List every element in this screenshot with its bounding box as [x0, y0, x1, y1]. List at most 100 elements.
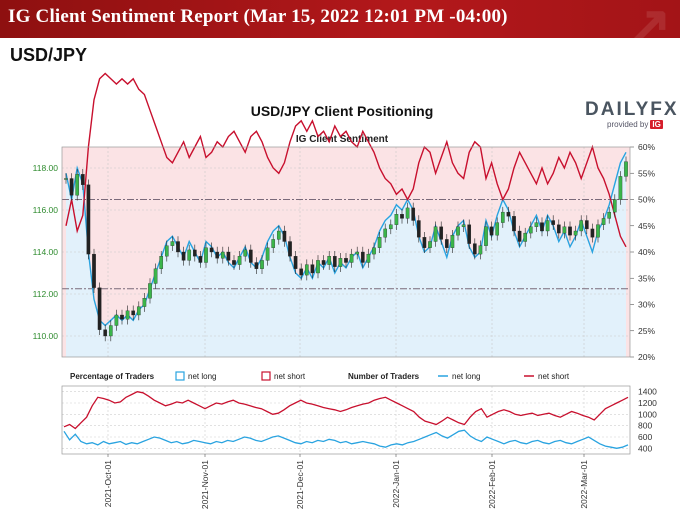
legend-pct-short-label: net short: [274, 372, 306, 381]
y-right-tick-label: 30%: [638, 300, 655, 310]
candle-body: [310, 264, 315, 274]
legend-pct-long-swatch: [175, 371, 185, 381]
candle-body: [338, 258, 343, 267]
candle-body: [198, 256, 203, 263]
candle-body: [108, 325, 113, 337]
candle-body: [506, 211, 511, 217]
candle-body: [321, 260, 326, 265]
candle-body: [618, 176, 623, 200]
net-long-area: [66, 152, 626, 357]
net-short-pct-line: [65, 72, 627, 248]
candle-body: [433, 226, 438, 242]
candle-body: [512, 216, 516, 232]
chart-title: USD/JPY Client Positioning: [251, 103, 434, 119]
candle-body: [136, 306, 141, 316]
candle-body: [114, 314, 119, 326]
logo-brand-a: DAILY: [585, 99, 651, 120]
lower-plot-frame: [61, 385, 631, 455]
candle-body: [383, 228, 388, 238]
candle-body: [181, 251, 186, 261]
candle-body: [601, 218, 606, 225]
candle-body: [103, 329, 108, 337]
y-right-tick-label: 60%: [638, 142, 655, 152]
candle-body: [64, 178, 68, 180]
logo-ig-badge: IG: [650, 120, 663, 129]
candle-body: [461, 224, 466, 227]
candle-body: [176, 241, 180, 253]
candle-body: [254, 262, 259, 269]
candle-body: [80, 174, 85, 185]
candle-body: [478, 245, 483, 255]
candle-body: [528, 226, 533, 234]
x-tick-label: 2022-Feb-01: [487, 460, 497, 509]
candle-body: [467, 224, 472, 244]
candle-body: [405, 207, 410, 219]
candle-body: [349, 253, 354, 263]
pair-title: USD/JPY: [10, 45, 88, 65]
candle-body: [69, 178, 74, 196]
candle-body: [187, 249, 192, 261]
candle-body: [456, 226, 460, 236]
y-left-tick-label: 114.00: [33, 247, 59, 257]
candle-body: [271, 239, 276, 248]
candle-body: [360, 251, 365, 263]
y-left-tick-label: 116.00: [33, 205, 59, 215]
candle-body: [517, 230, 522, 242]
candle-body: [584, 220, 589, 230]
candle-body: [153, 268, 158, 284]
candle-body: [355, 251, 360, 255]
candle-body: [573, 230, 578, 236]
candle-body: [304, 264, 309, 276]
candle-body: [164, 245, 169, 257]
candle-body: [142, 298, 147, 307]
candle-body: [226, 251, 231, 261]
candle-body: [400, 214, 404, 219]
candle-body: [607, 211, 612, 219]
legend-pct-long-label: net long: [188, 372, 216, 381]
candle-body: [260, 260, 264, 269]
candle-body: [293, 256, 298, 269]
chart-subtitle: IG Client Sentiment: [296, 134, 389, 145]
candle-body: [450, 235, 455, 248]
lower-y-tick-label: 1400: [638, 387, 657, 397]
candle-body: [568, 226, 572, 236]
banner-decoration: ↗: [625, 0, 672, 38]
candle-body: [265, 247, 270, 261]
candle-body: [148, 283, 152, 299]
legend-pct-label: Percentage of Traders: [70, 372, 155, 381]
candle-body: [120, 314, 124, 320]
candle-body: [232, 260, 236, 265]
candle-body: [248, 249, 253, 263]
candle-body: [540, 222, 544, 232]
candle-body: [394, 214, 399, 225]
candle-body: [170, 241, 175, 246]
candle-body: [579, 220, 584, 232]
legend-num-long-label: net long: [452, 372, 480, 381]
dailyfx-logo: DAILYFX provided by IG: [585, 99, 679, 133]
candle-body: [282, 230, 287, 242]
candle-body: [411, 207, 416, 221]
legend: Percentage of Traders net long net short…: [70, 371, 570, 381]
x-tick-label: 2021-Dec-01: [295, 460, 305, 509]
legend-num-label: Number of Traders: [348, 372, 420, 381]
lower-y-tick-label: 400: [638, 443, 652, 453]
candle-body: [215, 251, 220, 259]
candle-body: [209, 247, 214, 253]
candle-body: [220, 251, 225, 259]
candle-body: [276, 230, 281, 240]
candle-body: [439, 226, 444, 240]
x-tick-label: 2022-Jan-01: [391, 460, 401, 508]
logo-brand-b: FX: [650, 99, 679, 120]
candle-body: [204, 247, 208, 263]
upper-plot: 110.00 112.00 114.00 116.00 118.00 20% 25% 30% 3…: [33, 72, 655, 362]
net-short-count-line: [63, 391, 629, 430]
candle-body: [366, 253, 371, 263]
candle-body: [489, 226, 494, 236]
legend-num-short-label: net short: [538, 372, 570, 381]
candle-body: [243, 249, 248, 257]
candle-body: [237, 256, 242, 265]
legend-pct-short-swatch: [261, 371, 271, 381]
report-banner: IG Client Sentiment Report (Mar 15, 2022…: [0, 0, 680, 38]
y-right-tick-label: 25%: [638, 326, 655, 336]
